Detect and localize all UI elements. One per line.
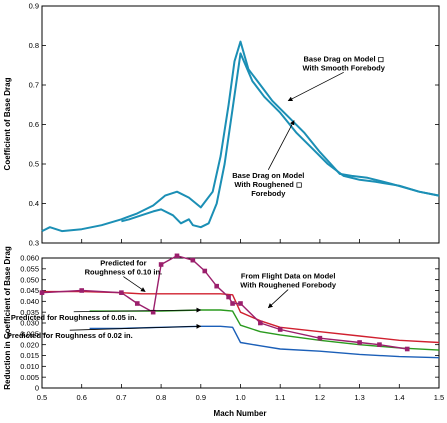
annotation-arrow — [123, 276, 146, 292]
data-point-marker — [317, 335, 323, 341]
top-y-axis-label: Coefficient of Base Drag — [3, 77, 12, 170]
data-point-marker — [404, 346, 410, 352]
y-tick-label: 0.9 — [29, 2, 39, 11]
data-point-marker — [226, 294, 231, 300]
annotation-arrow — [73, 307, 202, 313]
annotation-line: Predicted for — [100, 259, 146, 268]
data-point-marker — [357, 340, 362, 345]
data-point-marker — [230, 301, 235, 306]
y-tick-label: 0.020 — [20, 340, 39, 349]
y-tick-label: 0.005 — [20, 373, 39, 382]
annotation-arrow — [267, 120, 295, 171]
annotation-line: With Roughened Forebody — [240, 281, 337, 290]
x-tick-label: 1.2 — [315, 393, 325, 402]
y-tick-label: 0.035 — [20, 308, 39, 317]
annotation-2: Predicted for Roughness of 0.05 in. — [11, 313, 137, 322]
y-tick-label: 0.060 — [20, 254, 39, 263]
y-tick-label: 0 — [35, 384, 39, 393]
bottom-y-axis-label: Reduction in Coefficient of Base Drag — [3, 246, 12, 390]
annotation-line: Predicted for Roughness of 0.02 in. — [7, 331, 133, 340]
annotation-arrow — [267, 289, 289, 309]
y-tick-label: 0.040 — [20, 297, 39, 306]
data-point-marker — [79, 288, 84, 293]
x-tick-label: 0.7 — [116, 393, 126, 402]
annotation-0: Base Drag on Model ◻ With Smooth Forebody — [303, 54, 386, 72]
y-tick-label: 0.7 — [29, 81, 39, 90]
data-point-marker — [277, 327, 283, 332]
x-tick-label: 1.4 — [394, 393, 404, 402]
data-point-marker — [158, 262, 164, 267]
bottom-x-ticks: 0.5 0.6 0.7 0.8 0.9 1.0 1.1 1.2 1.3 1.4 1.5 — [37, 384, 444, 402]
data-point-marker — [202, 268, 208, 274]
annotation-line: Forebody — [251, 189, 286, 198]
annotation-line: Predicted for Roughness of 0.05 in. — [11, 313, 137, 322]
x-axis-label: Mach Number — [214, 409, 267, 418]
x-tick-label: 0.9 — [196, 393, 206, 402]
y-tick-label: 0.4 — [29, 199, 39, 208]
y-tick-label: 0.055 — [20, 264, 39, 273]
data-point-marker — [377, 342, 382, 347]
y-tick-label: 0.5 — [29, 160, 39, 169]
data-point-marker — [238, 301, 243, 306]
data-point-marker — [39, 290, 45, 295]
top-annotations: Base Drag on Model ◻ With Smooth Forebody… — [232, 54, 386, 198]
x-tick-label: 1.0 — [235, 393, 245, 402]
series-line-2 — [89, 325, 440, 359]
series-line-1 — [121, 52, 440, 229]
top-series-group — [41, 40, 440, 233]
data-point-marker — [214, 283, 219, 289]
y-tick-label: 0.045 — [20, 286, 39, 295]
y-tick-label: 0.6 — [29, 120, 39, 129]
annotation-line: Roughness of 0.10 in. — [85, 268, 163, 277]
x-tick-label: 0.8 — [156, 393, 166, 402]
top-y-ticks: 0.3 0.4 0.5 0.6 0.7 0.8 0.9 — [29, 2, 440, 248]
annotation-line: Base Drag on Model — [232, 171, 304, 180]
series-line-1 — [89, 309, 440, 351]
annotation-line: With Smooth Forebody — [303, 63, 386, 72]
annotation-1: From Flight Data on Model With Roughened … — [240, 272, 337, 290]
annotation-arrow — [69, 323, 202, 331]
annotation-line: From Flight Data on Model — [241, 272, 336, 281]
annotation-1: Base Drag on Model With Roughened ◻ Forebo… — [232, 171, 304, 198]
y-tick-label: 0.010 — [20, 362, 39, 371]
y-tick-label: 0.8 — [29, 41, 39, 50]
y-tick-label: 0.015 — [20, 351, 39, 360]
y-tick-label: 0.3 — [29, 239, 39, 248]
top-panel: 0.3 0.4 0.5 0.6 0.7 0.8 0.9 Base Drag on Model… — [3, 2, 440, 248]
data-point-marker — [174, 253, 180, 259]
data-point-marker — [150, 309, 156, 315]
x-tick-label: 1.1 — [275, 393, 285, 402]
x-tick-label: 0.5 — [37, 393, 47, 402]
y-tick-label: 0.025 — [20, 329, 39, 338]
x-tick-label: 0.6 — [76, 393, 86, 402]
annotation-line: Base Drag on Model ◻ — [304, 54, 385, 63]
annotation-0: Predicted for Roughness of 0.10 in. — [85, 259, 163, 277]
annotation-3: Predicted for Roughness of 0.02 in. — [7, 331, 133, 340]
data-point-marker — [134, 301, 140, 306]
x-tick-label: 1.5 — [434, 393, 444, 402]
bottom-annotations: Predicted for Roughness of 0.10 in. From F… — [7, 259, 337, 341]
bottom-series-group — [39, 253, 440, 359]
y-tick-label: 0.050 — [20, 275, 39, 284]
data-point-marker — [190, 257, 196, 263]
x-tick-label: 1.3 — [354, 393, 364, 402]
series-line-0 — [41, 40, 440, 233]
annotation-line: With Roughened ◻ — [234, 180, 303, 189]
data-point-marker — [258, 320, 263, 326]
data-point-marker — [119, 290, 124, 295]
y-tick-label: 0.030 — [20, 319, 39, 328]
annotation-arrow — [287, 71, 344, 102]
